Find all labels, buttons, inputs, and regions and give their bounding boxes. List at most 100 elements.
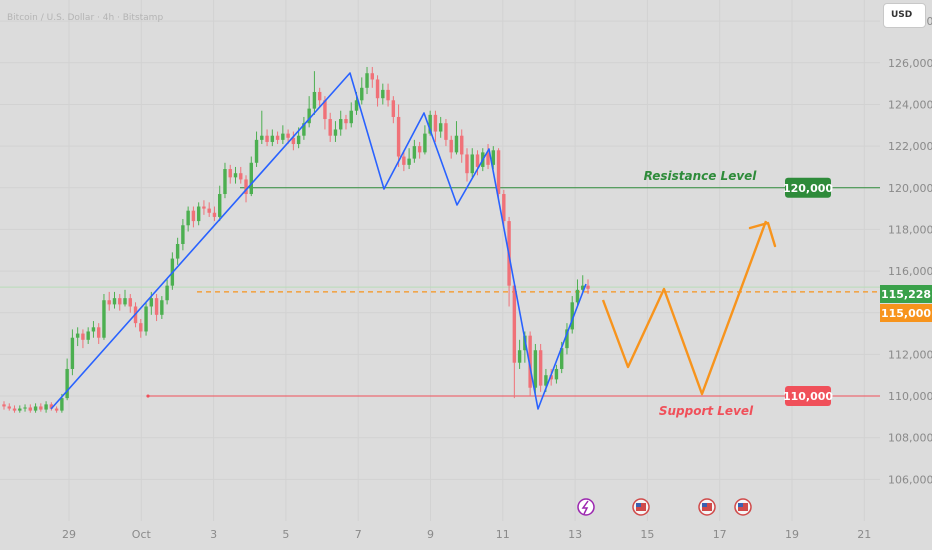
candle-up [365,66,369,95]
flag-canton [738,503,743,507]
y-tick-label: 110,000 [888,390,932,403]
candle-body [128,298,132,307]
candle-body [123,298,127,305]
candle-body [223,169,227,195]
y-tick-label: 126,000 [888,57,932,70]
candle-body [265,135,269,142]
candle-body [559,348,564,369]
drawing-overlays [50,72,777,410]
candle-down [107,291,111,311]
projection-arrowhead [748,221,777,248]
x-tick-label: 29 [62,528,76,541]
candle-body [475,154,480,167]
candle-body [533,350,538,388]
candle-down [375,75,380,107]
candle-body [360,87,364,101]
flag-canton [636,503,641,507]
economic-event-icon [698,498,716,516]
candle-body [339,119,343,130]
candle-body [375,79,380,99]
y-tick-label: 112,000 [888,348,932,361]
zigzag-pattern [50,72,587,410]
candle-down [465,148,469,182]
candle-body [296,135,301,145]
candle-down [460,129,464,163]
candle-body [438,123,443,132]
candle-down [449,135,453,159]
candle-up [91,321,96,338]
candle-body [202,206,206,209]
candle-body [228,169,232,178]
candle-up [517,339,522,369]
candle-body [218,194,222,217]
x-tick-label: 17 [713,528,727,541]
candle-up [123,289,127,307]
candle-up [112,291,117,309]
y-tick-label: 124,000 [888,98,932,111]
x-tick-label: 21 [857,528,871,541]
candle-body [423,133,427,153]
candle-body [565,329,569,349]
candle-body [175,244,180,259]
candle-body [433,114,438,132]
candle-up [349,102,353,128]
price-axis[interactable]: 128,000126,000124,000122,000120,000118,0… [783,15,932,486]
candle-down [291,131,296,151]
candle-up [175,237,180,265]
candle-up [339,110,343,136]
candle-down [28,404,33,413]
candle-up [249,156,253,197]
candle-down [207,202,211,217]
current-price-tag-text: 115,228 [881,288,931,301]
candle-down [191,206,196,228]
candle-body [54,408,59,411]
candle-down [396,104,401,167]
candle-body [118,298,122,305]
candle-down [486,144,490,170]
candle-up [491,146,496,170]
candle-up [18,405,22,413]
candle-body [212,212,217,217]
candle-up [160,296,164,319]
candle-up [44,401,48,413]
candle-down [139,318,143,338]
candle-down [586,279,590,294]
candle-up [223,162,227,199]
candle-body [196,206,201,222]
candle-body [402,156,406,165]
candle-up [70,329,75,376]
candle-body [365,73,369,88]
candle-body [7,406,11,409]
candle-up [270,129,275,147]
candle-body [249,162,253,195]
candle-body [354,100,359,111]
candle-up [533,343,538,397]
x-tick-label: 13 [568,528,582,541]
y-tick-label: 120,000 [888,182,932,195]
currency-button[interactable]: USD [883,3,926,28]
candle-up [65,358,69,401]
candle-body [233,173,238,178]
candle-body [302,123,306,136]
candle-body [149,298,154,307]
candle-body [181,225,185,245]
candle-body [386,89,390,101]
candle-up [333,121,338,142]
candle-body [391,100,396,117]
candle-down [417,141,422,159]
candle-up [581,275,585,292]
candle-down [512,281,517,399]
split-bolt [581,500,589,515]
candle-body [291,137,296,145]
candle-up [302,116,306,140]
current-price-tag: 115,228 [880,285,932,303]
split-event-icon [577,498,595,516]
x-tick-label: Oct [132,528,152,541]
time-axis[interactable]: 29 Oct 3 5 7 9 11 13 15 17 19 21 [62,528,871,541]
candle-body [107,300,111,305]
candle-body [570,302,574,330]
candle-down [2,401,6,410]
candle-body [28,407,33,411]
candle-up [75,327,80,347]
